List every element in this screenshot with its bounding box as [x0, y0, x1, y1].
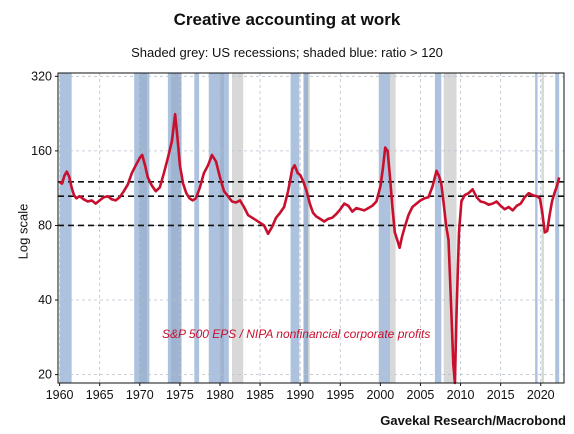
- chart-title: Creative accounting at work: [173, 10, 401, 29]
- series-line: [58, 112, 561, 385]
- x-tick-label: 2005: [407, 388, 435, 402]
- x-tick-label: 1970: [126, 388, 154, 402]
- recession-band: [443, 73, 457, 383]
- y-tick-label: 320: [31, 69, 52, 83]
- ratio-band: [555, 73, 560, 383]
- ratio-band: [535, 73, 538, 383]
- recession-band: [389, 73, 396, 383]
- plot-frame: [57, 72, 565, 384]
- ratio-band: [134, 73, 150, 383]
- ratio-band: [194, 73, 200, 383]
- y-tick-label: 160: [31, 144, 52, 158]
- ratio-band: [303, 73, 309, 383]
- x-tick-label: 1980: [206, 388, 234, 402]
- recession-band: [232, 73, 244, 383]
- x-tick-label: 1965: [86, 388, 114, 402]
- x-tick-label: 2000: [366, 388, 394, 402]
- ratio-band: [378, 73, 390, 383]
- x-tick-label: 2010: [447, 388, 475, 402]
- x-tick-label: 2015: [487, 388, 515, 402]
- recession-band: [541, 73, 544, 383]
- ratio-band: [59, 73, 72, 383]
- x-tick-label: 2020: [527, 388, 555, 402]
- series-annotation: S&P 500 EPS / NIPA nonfinancial corporat…: [162, 327, 430, 341]
- chart-subtitle: Shaded grey: US recessions; shaded blue:…: [131, 45, 443, 60]
- ratio-band: [208, 73, 229, 383]
- y-tick-label: 40: [38, 293, 52, 307]
- x-tick-label: 1975: [166, 388, 194, 402]
- ratio-band: [434, 73, 442, 383]
- y-tick-label: 80: [38, 218, 52, 232]
- x-tick-label: 1990: [286, 388, 314, 402]
- x-tick-label: 1960: [46, 388, 74, 402]
- y-tick-label: 20: [38, 368, 52, 382]
- x-tick-label: 1985: [246, 388, 274, 402]
- source-credit: Gavekal Research/Macrobond: [380, 413, 566, 428]
- ratio-band: [290, 73, 300, 383]
- x-tick-label: 1995: [326, 388, 354, 402]
